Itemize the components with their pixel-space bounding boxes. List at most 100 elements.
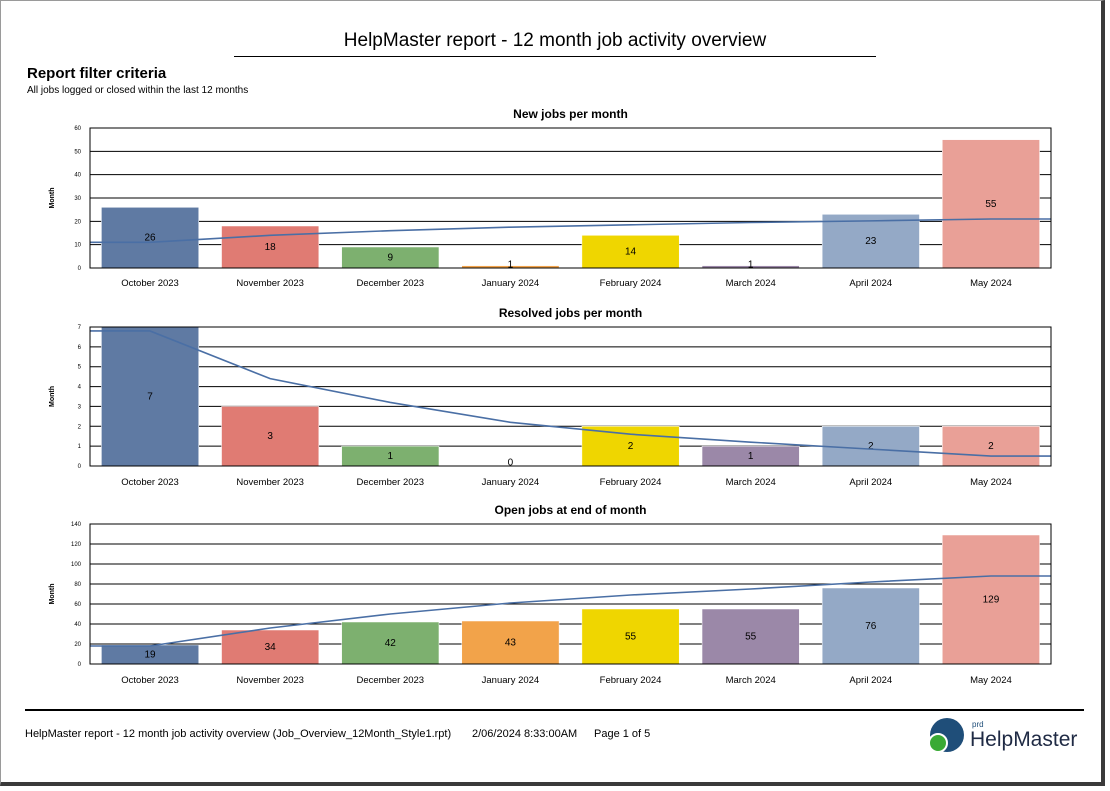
chart1-xtick-label: March 2024	[726, 278, 776, 289]
chart1-bar	[942, 139, 1040, 269]
chart3-bar	[701, 608, 800, 665]
footer-report-file: HelpMaster report - 12 month job activit…	[25, 728, 452, 740]
chart2-bar-value: 2	[868, 441, 874, 452]
footer-rule	[25, 709, 1084, 711]
chart1-ytick-label: 40	[74, 173, 81, 179]
chart2-xtick-label: November 2023	[236, 477, 304, 488]
chart1-bar	[101, 207, 199, 269]
chart2-ytick-label: 2	[78, 424, 82, 430]
chart1-bar-value: 1	[508, 260, 514, 271]
chart3-bar-value: 34	[265, 642, 277, 653]
chart3-ytick-label: 60	[74, 602, 81, 608]
chart3-bar-value: 76	[865, 621, 877, 632]
chart3-xtick-label: February 2024	[600, 675, 662, 686]
chart3-xtick-label: April 2024	[849, 675, 892, 686]
chart3-bar	[341, 621, 440, 665]
chart2-xtick-label: January 2024	[482, 477, 540, 488]
chart3-ytick-label: 20	[74, 642, 81, 648]
chart3-bar	[581, 608, 680, 665]
chart2-bar	[942, 426, 1040, 467]
chart1-xtick-label: January 2024	[482, 278, 540, 289]
chart1-ytick-label: 60	[74, 126, 81, 132]
chart3-xtick-label: March 2024	[726, 675, 776, 686]
chart1-bar-value: 23	[865, 236, 877, 247]
chart1-bar-value: 18	[265, 242, 277, 253]
chart1-ytick-label: 10	[74, 243, 81, 249]
chart2-ytick-label: 1	[78, 444, 82, 450]
chart3-xtick-label: October 2023	[121, 675, 179, 686]
footer-page-number: Page 1 of 5	[594, 728, 651, 740]
chart1-xtick-label: February 2024	[600, 278, 662, 289]
chart3-bar-value: 129	[983, 595, 1000, 606]
chart1-ytick-label: 0	[78, 266, 82, 272]
chart3-ytick-label: 80	[74, 582, 81, 588]
chart2-bar	[581, 426, 680, 467]
chart2-bar-value: 0	[508, 458, 514, 469]
chart1-ytick-label: 20	[74, 219, 81, 225]
chart1-plot-frame	[89, 127, 1052, 269]
chart2-trendline	[90, 330, 1051, 457]
chart2-ytick-label: 4	[78, 385, 82, 391]
chart3-ytick-label: 100	[71, 562, 82, 568]
chart2-xtick-label: May 2024	[970, 477, 1012, 488]
chart3-bar	[221, 629, 320, 665]
chart2-xtick-label: December 2023	[357, 477, 425, 488]
title-underline	[234, 56, 876, 57]
chart1-xtick-label: May 2024	[970, 278, 1012, 289]
filter-description: All jobs logged or closed within the las…	[27, 85, 249, 96]
chart1-ytick-label: 30	[74, 196, 81, 202]
report-title: HelpMaster report - 12 month job activit…	[343, 30, 767, 51]
chart2-bar-value: 3	[267, 431, 273, 442]
chart3-bar-value: 55	[625, 632, 637, 643]
chart3-bar	[942, 534, 1040, 665]
chart2-ytick-label: 0	[78, 464, 82, 470]
chart3-ytick-label: 0	[78, 662, 82, 668]
chart1-bar-value: 14	[625, 247, 637, 258]
chart2-xtick-label: March 2024	[726, 477, 776, 488]
chart3-xtick-label: January 2024	[482, 675, 540, 686]
chart3-xtick-label: May 2024	[970, 675, 1012, 686]
logo-prefix: prd	[972, 720, 984, 729]
chart2-bar	[221, 406, 320, 467]
chart1-ylabel: Month	[49, 188, 56, 209]
chart1-bar-value: 1	[748, 260, 754, 271]
chart2-xtick-label: April 2024	[849, 477, 892, 488]
chart3-xtick-label: December 2023	[357, 675, 425, 686]
chart2-title: Resolved jobs per month	[499, 306, 642, 320]
chart3-bar-value: 43	[505, 638, 517, 649]
chart3-ytick-label: 120	[71, 542, 82, 548]
chart1-bar-value: 55	[985, 199, 997, 210]
chart3-bar	[821, 587, 920, 665]
chart1-trendline	[90, 218, 1051, 244]
chart2-ytick-label: 6	[78, 345, 82, 351]
chart1-bar-value: 26	[145, 233, 157, 244]
chart2-bar-value: 1	[388, 451, 394, 462]
chart2-xtick-label: February 2024	[600, 477, 662, 488]
chart3-bar-value: 42	[385, 638, 397, 649]
chart2-bar	[821, 426, 920, 467]
chart1-bar	[581, 235, 680, 269]
chart1-xtick-label: November 2023	[236, 278, 304, 289]
chart1-bar-value: 9	[388, 253, 394, 264]
chart3-ytick-label: 40	[74, 622, 81, 628]
footer-datetime: 2/06/2024 8:33:00AM	[472, 728, 578, 740]
chart2-ylabel: Month	[49, 386, 56, 407]
chart3-ytick-label: 140	[71, 522, 82, 528]
chart3-ylabel: Month	[49, 584, 56, 605]
chart1-xtick-label: October 2023	[121, 278, 179, 289]
chart3-xtick-label: November 2023	[236, 675, 304, 686]
chart2-plot-frame	[89, 326, 1052, 467]
chart2-ytick-label: 3	[78, 404, 82, 410]
chart1-xtick-label: April 2024	[849, 278, 892, 289]
chart2-bar	[101, 326, 199, 467]
chart2-ytick-label: 7	[78, 325, 82, 331]
chart1-bar	[221, 225, 320, 269]
chart2-bar-value: 2	[628, 441, 634, 452]
chart1-xtick-label: December 2023	[357, 278, 425, 289]
chart1-title: New jobs per month	[513, 107, 628, 121]
chart2-bar-value: 2	[988, 441, 994, 452]
chart3-bar	[461, 620, 560, 665]
chart2-xtick-label: October 2023	[121, 477, 179, 488]
chart1-bar	[821, 214, 920, 269]
